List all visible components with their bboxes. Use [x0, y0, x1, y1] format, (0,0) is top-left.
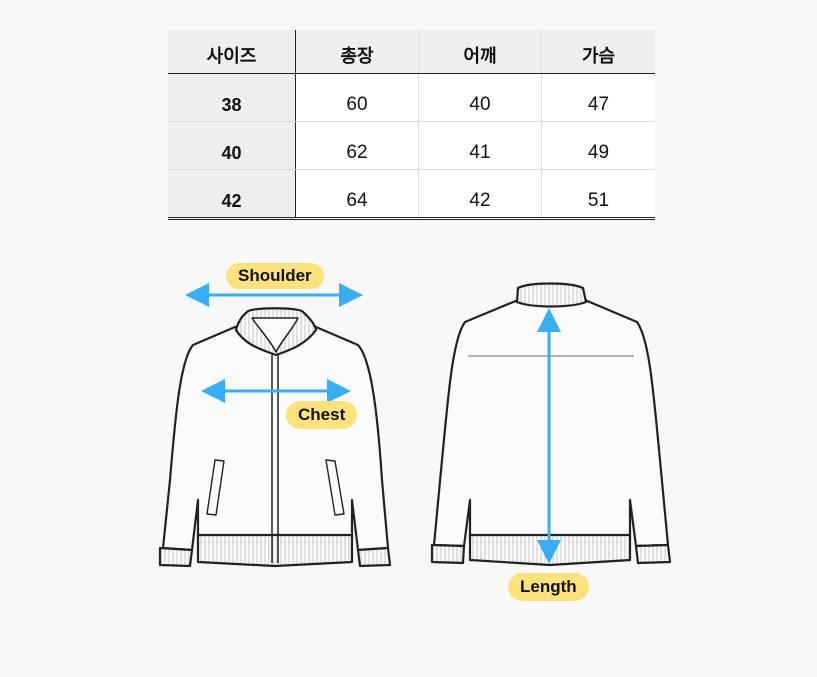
length-cell: 60 — [295, 73, 419, 122]
header-length: 총장 — [295, 30, 419, 74]
length-cell: 62 — [295, 121, 419, 170]
shoulder-cell: 40 — [418, 73, 542, 122]
table-row: 42 64 42 51 — [168, 169, 655, 220]
table-header-row: 사이즈 총장 어깨 가슴 — [168, 30, 655, 74]
shoulder-cell: 42 — [418, 169, 542, 220]
chest-cell: 47 — [541, 73, 655, 122]
front-jacket-illustration — [158, 307, 392, 568]
chest-cell: 49 — [541, 121, 655, 170]
length-label: Length — [508, 573, 589, 601]
header-size: 사이즈 — [168, 30, 296, 74]
size-cell: 38 — [168, 73, 296, 122]
shoulder-label: Shoulder — [226, 263, 324, 289]
size-chart-table: 사이즈 총장 어깨 가슴 38 60 40 47 40 62 41 49 42 … — [168, 30, 655, 220]
size-cell: 40 — [168, 121, 296, 170]
header-shoulder: 어깨 — [418, 30, 542, 74]
table-row: 40 62 41 49 — [168, 121, 655, 170]
table-row: 38 60 40 47 — [168, 73, 655, 122]
size-cell: 42 — [168, 169, 296, 220]
length-cell: 64 — [295, 169, 419, 220]
chest-cell: 51 — [541, 169, 655, 220]
header-chest: 가슴 — [541, 30, 655, 74]
back-jacket-illustration — [430, 282, 672, 567]
chest-label: Chest — [286, 401, 358, 429]
shoulder-cell: 41 — [418, 121, 542, 170]
